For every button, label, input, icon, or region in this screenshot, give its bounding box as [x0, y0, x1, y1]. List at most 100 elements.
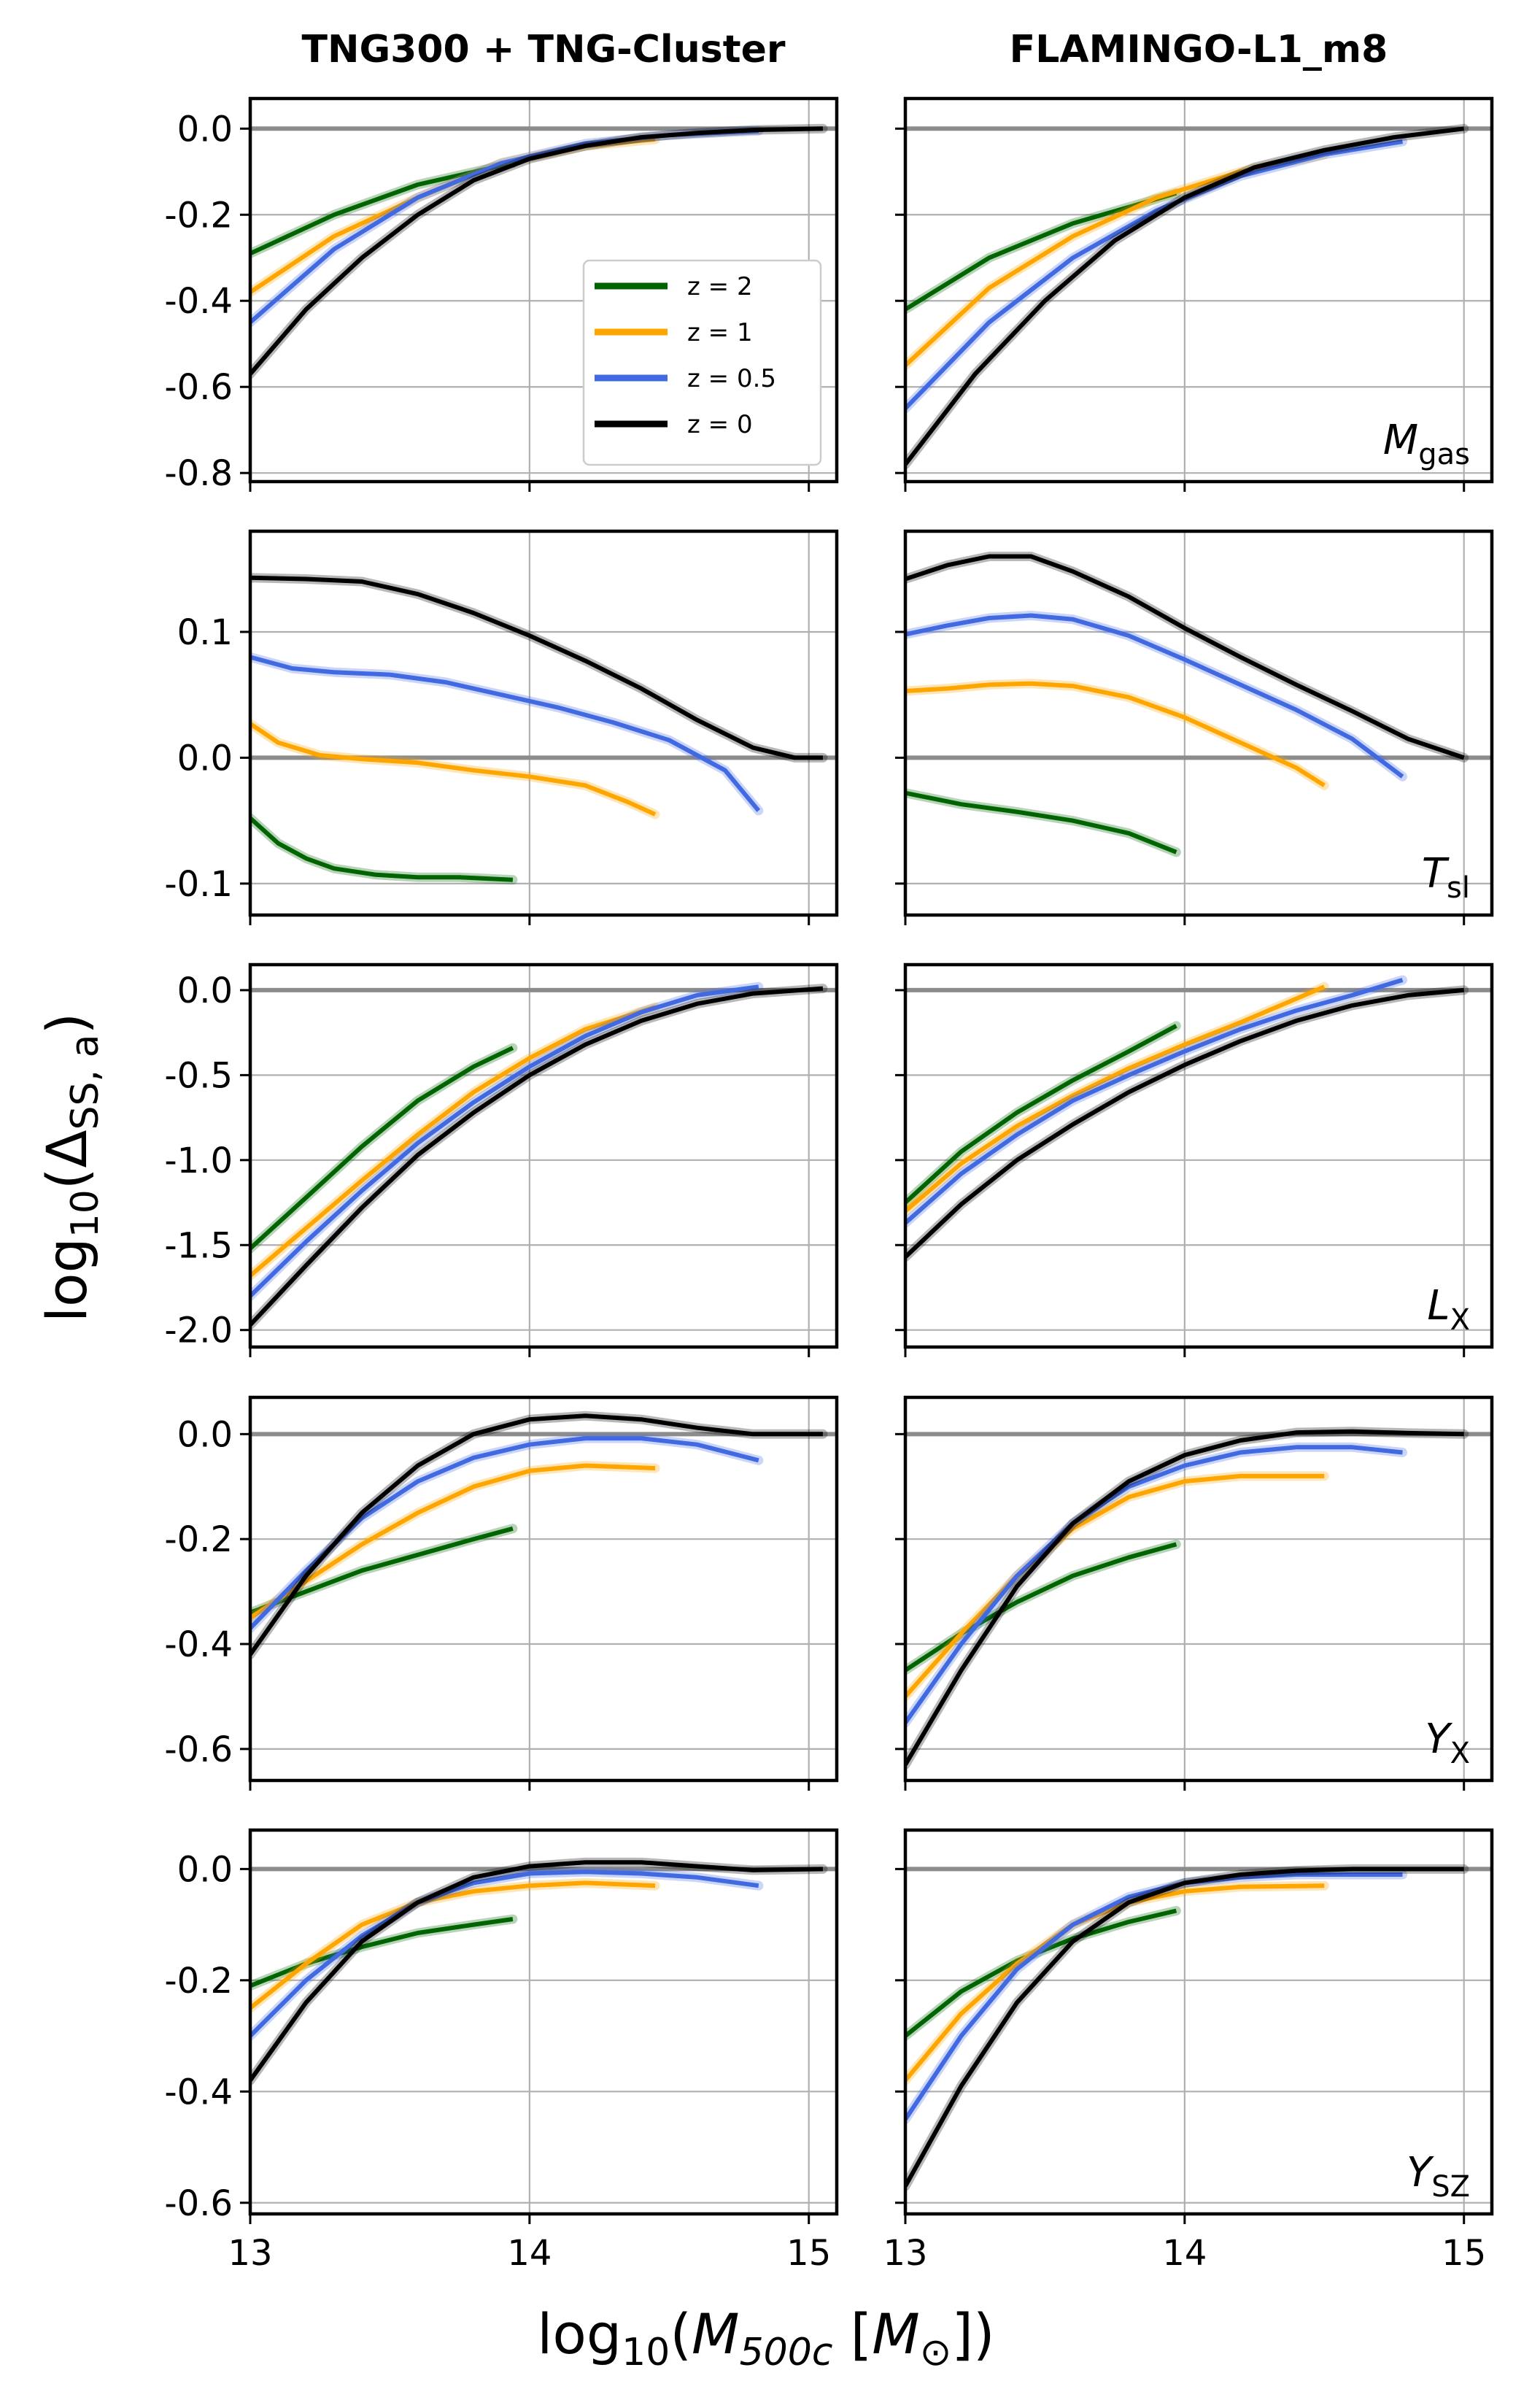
series-line-z0: [250, 1860, 823, 2082]
series-line-z0.5: [905, 978, 1404, 1225]
series-line-z0.5: [250, 655, 761, 812]
panel-frame: [903, 1395, 1494, 1783]
legend-label: z = 1: [687, 318, 753, 347]
y-tick-label: -0.2: [164, 1961, 233, 2002]
y-tick-label: 0.0: [177, 738, 233, 779]
series-line-z1: [250, 1880, 656, 2010]
series-band-z0: [250, 984, 828, 1330]
y-tick-label: -1.0: [164, 1141, 233, 1181]
series-band-z1: [905, 150, 1329, 371]
series-line-z2: [905, 190, 1177, 312]
y-tick-label: 0.0: [177, 1849, 233, 1890]
series-band-z2: [250, 1043, 518, 1254]
y-tick-label: -0.4: [164, 281, 233, 322]
panel-r0-c1: Mgas: [895, 96, 1494, 492]
legend-box: [582, 259, 822, 466]
y-tick-label: -0.4: [164, 1624, 233, 1665]
y-tick-label: -0.5: [164, 1055, 233, 1096]
x-tick-label: 13: [883, 2233, 927, 2274]
column-title-right: FLAMINGO-L1_m8: [1010, 28, 1388, 72]
y-tick-label: -0.4: [164, 2072, 233, 2112]
series-line-z0.5: [905, 613, 1404, 779]
y-tick-label: 0.0: [177, 970, 233, 1011]
series-band-z0.5: [250, 652, 764, 816]
series-line-z0.5: [905, 1445, 1403, 1724]
series-line-z2: [250, 161, 514, 256]
panel-frame: [903, 962, 1494, 1349]
panel-frame: [248, 1395, 839, 1783]
panel-frame: [248, 962, 839, 1349]
svg-text:log10(M500c [M⊙]): log10(M500c [M⊙]): [537, 2301, 994, 2374]
series-line-z0: [250, 986, 824, 1327]
panel-frame: [903, 529, 1494, 917]
series-line-z2: [905, 1024, 1177, 1205]
series-line-z0.5: [905, 139, 1403, 410]
y-tick-label: 0.0: [177, 1414, 233, 1455]
quantity-label: LX: [1427, 1282, 1470, 1337]
panel-frame: [903, 96, 1494, 484]
series-line-z0.5: [250, 1869, 759, 2038]
series-line-z0.5: [905, 1872, 1403, 2121]
panel-r4-c1: 13 14 15 YSZ: [883, 1828, 1494, 2274]
quantity-label: YSZ: [1407, 2149, 1470, 2204]
legend-label: z = 0.5: [687, 364, 776, 393]
x-tick-label: 15: [1442, 2233, 1486, 2274]
series-line-z2: [250, 1526, 514, 1615]
series-line-z2: [250, 1917, 514, 1988]
x-tick-label: 14: [1162, 2233, 1207, 2274]
y-tick-label: -0.1: [164, 864, 233, 905]
column-title-left: TNG300 + TNG-Cluster: [302, 28, 786, 72]
panel-frame: [248, 1828, 839, 2216]
quantity-label: YX: [1425, 1716, 1470, 1770]
series-line-z1: [250, 1463, 656, 1620]
series-line-z2: [905, 1542, 1177, 1672]
panel-frame: [248, 529, 839, 917]
y-tick-label: -0.6: [164, 367, 233, 408]
y-tick-label: -2.0: [164, 1311, 233, 1351]
series-line-z1: [905, 152, 1325, 367]
y-tick-label: -1.5: [164, 1225, 233, 1266]
panel-r1-c0: 0.1 0.0 -0.1: [164, 529, 839, 925]
panel-frame: [248, 96, 839, 484]
legend-label: z = 0: [687, 410, 753, 439]
series-line-z1: [905, 984, 1326, 1213]
series-line-z0: [905, 554, 1465, 760]
panel-r4-c0: 13 14 15 0.0 -0.2 -0.4 -0.6: [164, 1828, 839, 2274]
series-line-z0: [250, 575, 823, 760]
panel-frame: [903, 1828, 1494, 2216]
panel-r2-c1: LX: [895, 962, 1494, 1357]
y-tick-label: -0.6: [164, 2183, 233, 2224]
y-tick-label: -0.2: [164, 1519, 233, 1560]
svg-text:log10(ΔSS, a): log10(ΔSS, a): [34, 1013, 107, 1322]
y-tick-label: -0.8: [164, 453, 233, 494]
x-tick-label: 15: [786, 2233, 831, 2274]
panel-r3-c1: YX: [895, 1395, 1494, 1791]
series-line-z0: [250, 126, 823, 376]
panels: 0.0-0.2-0.4-0.6-0.8z = 2z = 1z = 0.5z = …: [164, 96, 1494, 2274]
series-line-z1: [905, 1473, 1325, 1698]
series-line-z1: [250, 722, 657, 817]
series-line-z0: [905, 126, 1465, 466]
y-tick-label: -0.2: [164, 195, 233, 236]
y-axis-label: log10(ΔSS, a): [34, 1013, 107, 1322]
quantity-label: Tsl: [1422, 850, 1470, 905]
legend: z = 2 z = 1 z = 0.5 z = 0: [582, 259, 822, 466]
series-line-z1: [250, 1005, 657, 1278]
series-line-z1: [905, 1883, 1325, 2082]
y-tick-label: 0.1: [177, 612, 233, 653]
panel-r3-c0: 0.0 -0.2 -0.4 -0.6: [164, 1395, 839, 1791]
series-line-z1: [905, 681, 1326, 787]
series-line-z2: [250, 1046, 514, 1251]
series-line-z0: [905, 1867, 1464, 2188]
series-line-z0: [250, 1413, 823, 1656]
panel-r0-c0: 0.0-0.2-0.4-0.6-0.8z = 2z = 1z = 0.5z = …: [164, 96, 839, 494]
series-band-z1: [250, 1878, 660, 2013]
series-line-z0: [905, 987, 1464, 1259]
x-axis-label: log10(M500c [M⊙]): [537, 2301, 994, 2374]
series-line-z0: [905, 1429, 1464, 1766]
y-tick-label: -0.6: [164, 1729, 233, 1770]
series-line-z0.5: [250, 984, 759, 1298]
legend-label: z = 2: [687, 272, 753, 301]
quantity-label: Mgas: [1383, 417, 1470, 471]
